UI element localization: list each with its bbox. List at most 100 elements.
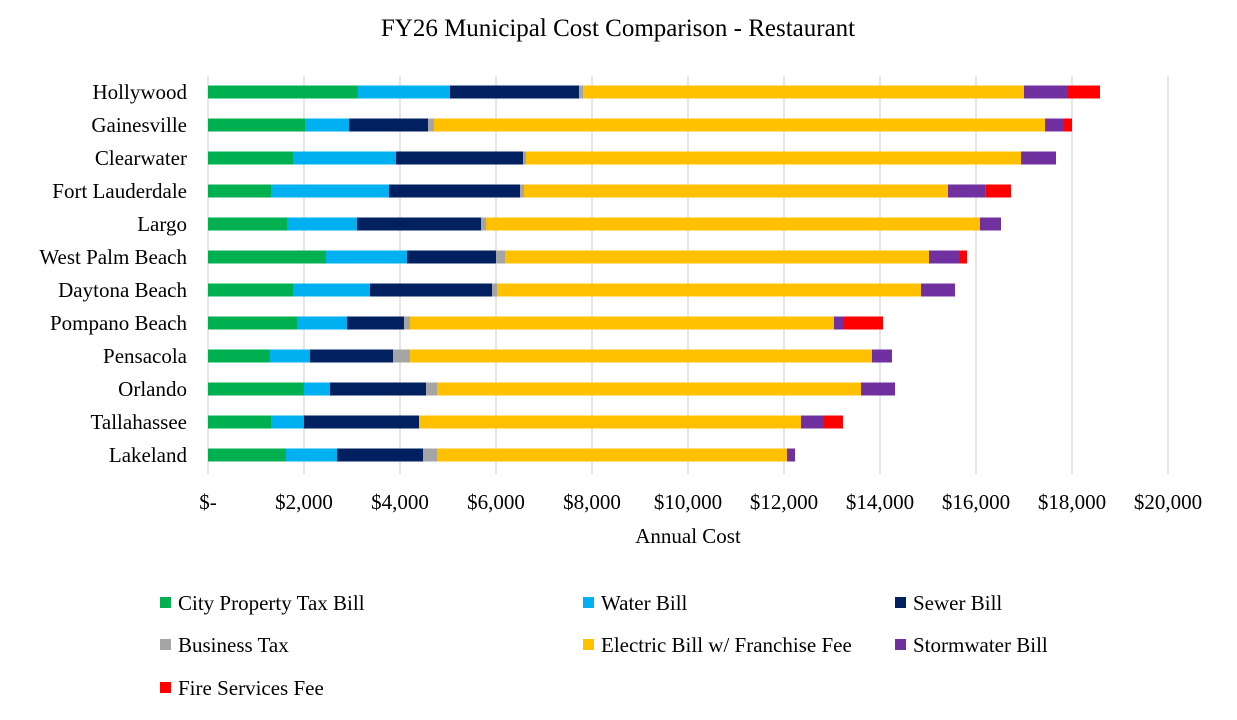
category-label: Hollywood xyxy=(93,80,188,104)
bar-segment xyxy=(800,415,824,429)
legend-swatch xyxy=(583,639,594,650)
x-tick-label: $2,000 xyxy=(275,490,333,514)
legend-item: Electric Bill w/ Franchise Fee xyxy=(583,633,852,657)
legend-label: Fire Services Fee xyxy=(178,676,324,700)
bar-segment xyxy=(286,448,338,462)
legend-label: Sewer Bill xyxy=(913,591,1002,615)
legend-swatch xyxy=(895,639,906,650)
legend-item: Sewer Bill xyxy=(895,591,1002,615)
bar-segment xyxy=(929,250,961,264)
category-label: Largo xyxy=(137,212,187,236)
bar-segment xyxy=(523,151,526,165)
bar-segment xyxy=(433,118,1046,132)
x-tick-label: $16,000 xyxy=(942,490,1010,514)
x-tick-label: $10,000 xyxy=(654,490,722,514)
x-tick-label: $8,000 xyxy=(563,490,621,514)
bar-segment xyxy=(422,448,438,462)
bar-segment xyxy=(358,85,451,99)
bar-segment xyxy=(310,349,393,363)
bar-segment xyxy=(787,448,795,462)
bar-segment xyxy=(437,448,788,462)
bar-segment xyxy=(481,217,487,231)
bar-segment xyxy=(208,349,271,363)
bar-segment xyxy=(208,85,358,99)
bar-segment xyxy=(426,382,438,396)
bar-segment xyxy=(985,184,1011,198)
gridlines xyxy=(207,76,1169,474)
bar-segment xyxy=(325,250,408,264)
bar-segment xyxy=(1045,118,1064,132)
bar-segment xyxy=(450,85,579,99)
legend-swatch xyxy=(160,639,171,650)
bar-segment xyxy=(208,250,326,264)
bar-segment xyxy=(427,118,434,132)
bars xyxy=(208,85,1100,462)
bar-segment xyxy=(208,382,304,396)
bar-segment xyxy=(356,217,482,231)
bar-segment xyxy=(271,184,390,198)
bar-segment xyxy=(578,85,584,99)
bar-segment xyxy=(419,415,801,429)
bar-segment xyxy=(920,283,956,297)
x-tick-label: $12,000 xyxy=(750,490,818,514)
bar-segment xyxy=(337,448,423,462)
bar-segment xyxy=(370,283,493,297)
x-tick-label: $- xyxy=(199,490,217,514)
bar-segment xyxy=(407,250,496,264)
bar-segment xyxy=(208,184,272,198)
bar-segment xyxy=(396,151,524,165)
bar-segment xyxy=(293,283,370,297)
bar-segment xyxy=(583,85,1024,99)
bar-segment xyxy=(389,184,520,198)
bar-segment xyxy=(844,316,884,330)
bar-segment xyxy=(437,382,861,396)
bar-segment xyxy=(526,151,1022,165)
x-tick-label: $20,000 xyxy=(1134,490,1202,514)
bar-segment xyxy=(208,151,294,165)
bar-segment xyxy=(1024,85,1069,99)
bar-segment xyxy=(979,217,1002,231)
bar-segment xyxy=(296,316,348,330)
x-tick-label: $18,000 xyxy=(1038,490,1106,514)
bar-segment xyxy=(208,415,272,429)
bar-segment xyxy=(208,217,288,231)
category-label: Pensacola xyxy=(103,344,188,368)
category-label: Pompano Beach xyxy=(50,311,188,335)
legend-swatch xyxy=(895,597,906,608)
bar-segment xyxy=(960,250,968,264)
legend-item: Stormwater Bill xyxy=(895,633,1048,657)
bar-segment xyxy=(305,118,350,132)
bar-segment xyxy=(409,316,835,330)
category-label: Lakeland xyxy=(109,443,188,467)
legend-item: Water Bill xyxy=(583,591,688,615)
legend-label: Electric Bill w/ Franchise Fee xyxy=(601,633,852,657)
legend-item: Business Tax xyxy=(160,633,289,657)
x-tick-label: $14,000 xyxy=(846,490,914,514)
category-label: Daytona Beach xyxy=(58,278,187,302)
bar-segment xyxy=(287,217,357,231)
bar-segment xyxy=(505,250,930,264)
bar-segment xyxy=(871,349,892,363)
x-tick-label: $6,000 xyxy=(467,490,525,514)
legend-label: Water Bill xyxy=(601,591,688,615)
bar-segment xyxy=(1021,151,1057,165)
legend: City Property Tax Bill Water Bill Sewer Bi… xyxy=(160,591,1048,700)
bar-segment xyxy=(304,382,331,396)
bar-segment xyxy=(523,184,949,198)
x-axis-label: Annual Cost xyxy=(635,524,741,548)
legend-item: Fire Services Fee xyxy=(160,676,324,700)
legend-swatch xyxy=(160,597,171,608)
legend-swatch xyxy=(160,682,171,693)
bar-segment xyxy=(349,118,428,132)
bar-segment xyxy=(270,349,310,363)
category-label: Gainesville xyxy=(91,113,187,137)
legend-swatch xyxy=(583,597,594,608)
bar-segment xyxy=(392,349,410,363)
bar-segment xyxy=(486,217,980,231)
bar-segment xyxy=(330,382,427,396)
legend-label: Business Tax xyxy=(178,633,289,657)
bar-segment xyxy=(271,415,304,429)
category-label: Clearwater xyxy=(95,146,187,170)
bar-segment xyxy=(409,349,872,363)
bar-segment xyxy=(497,283,921,297)
